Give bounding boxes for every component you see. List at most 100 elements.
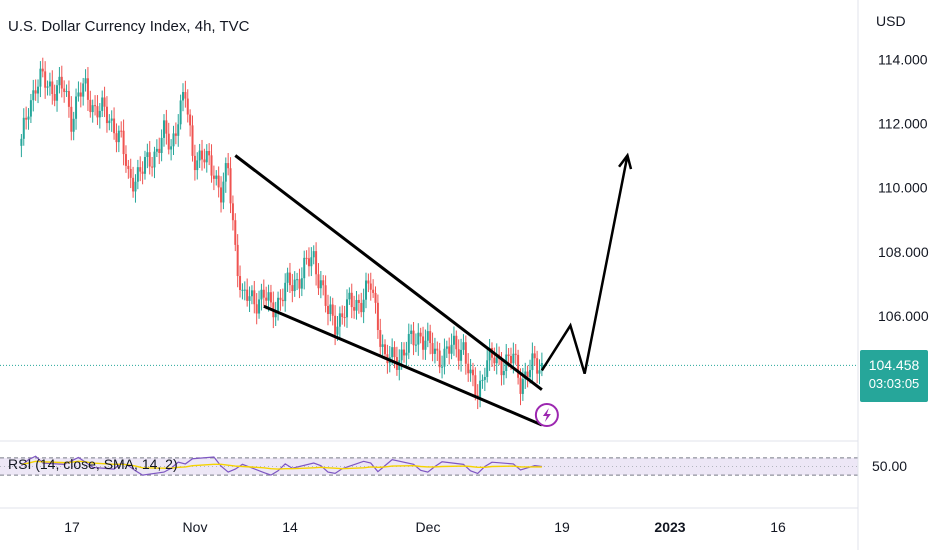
candle-body xyxy=(474,375,477,396)
alert-icon[interactable] xyxy=(534,403,559,427)
candle-body xyxy=(345,299,348,318)
candle-body xyxy=(184,92,187,99)
candle-body xyxy=(531,353,534,371)
candle-body xyxy=(191,125,194,156)
candle-body xyxy=(376,302,379,331)
price-tick-label: 114.000 xyxy=(878,51,928,67)
time-tick-label: Nov xyxy=(183,519,208,535)
candle-body xyxy=(329,304,332,315)
candle-body xyxy=(412,330,415,346)
candle-body xyxy=(217,175,220,188)
candle-body xyxy=(495,354,498,364)
candle-body xyxy=(160,137,163,154)
candle-body xyxy=(186,98,189,115)
candle-body xyxy=(70,106,73,132)
candle-body xyxy=(372,289,375,293)
projection-arrow xyxy=(540,152,633,375)
candle-body xyxy=(462,342,465,350)
candle-body xyxy=(526,371,529,378)
candle-body xyxy=(322,280,325,286)
candle-body xyxy=(208,151,211,156)
candle-body xyxy=(319,280,322,289)
candle-body xyxy=(120,130,123,132)
candle-body xyxy=(103,97,106,107)
candle-body xyxy=(281,299,284,302)
candle-body xyxy=(512,353,515,364)
candle-body xyxy=(250,290,253,297)
candle-body xyxy=(369,283,372,290)
candle-body xyxy=(422,336,425,350)
candle-body xyxy=(48,81,51,87)
falling-wedge-upper-line xyxy=(234,154,543,391)
candle-body xyxy=(429,331,432,344)
candle-body xyxy=(79,92,82,97)
candle-body xyxy=(533,353,536,359)
currency-label: USD xyxy=(876,13,906,29)
candle-body xyxy=(227,163,230,169)
candle-body xyxy=(143,157,146,174)
candle-body xyxy=(433,348,436,354)
time-tick-label: 14 xyxy=(282,519,298,535)
candle-body xyxy=(53,94,56,101)
current-price-badge: 104.458 03:03:05 xyxy=(860,350,928,402)
candle-body xyxy=(269,292,272,303)
candle-body xyxy=(34,90,37,94)
candle-body xyxy=(348,292,351,300)
candle-body xyxy=(72,118,75,132)
candle-body xyxy=(37,86,40,94)
candle-body xyxy=(94,105,97,107)
candle-body xyxy=(224,163,227,182)
candle-body xyxy=(82,83,85,97)
candle-body xyxy=(67,91,70,107)
candle-body xyxy=(110,118,113,121)
candle-body xyxy=(253,290,256,305)
candle-body xyxy=(162,120,165,138)
candle-body xyxy=(455,335,458,350)
candle-body xyxy=(193,155,196,171)
candle-body xyxy=(279,297,282,300)
candle-body xyxy=(77,92,80,97)
candle-body xyxy=(127,165,130,169)
candle-body xyxy=(519,377,522,394)
axes: 17 Nov 14 Dec 19 2023 16 xyxy=(0,0,859,550)
candle-body xyxy=(307,258,310,267)
candle-body xyxy=(486,360,489,377)
candle-body xyxy=(445,346,448,349)
candle-body xyxy=(315,251,318,275)
candle-body xyxy=(108,120,111,124)
price-tick-label: 106.000 xyxy=(878,308,929,324)
candle-body xyxy=(303,257,306,279)
candle-body xyxy=(379,330,382,347)
rsi-level-label: 50.00 xyxy=(872,458,908,474)
candle-body xyxy=(338,313,341,327)
candle-body xyxy=(540,362,543,371)
time-tick-label: 19 xyxy=(554,519,570,535)
candle-body xyxy=(136,167,139,182)
candle-body xyxy=(25,117,28,120)
candle-body xyxy=(241,289,244,291)
candle-body xyxy=(405,352,408,356)
candle-body xyxy=(177,124,180,136)
candle-body xyxy=(167,133,170,150)
candle-body xyxy=(39,68,42,87)
candle-body xyxy=(220,187,223,203)
candle-body xyxy=(500,359,503,376)
candle-body xyxy=(277,297,280,313)
candle-body xyxy=(141,171,144,174)
candle-body xyxy=(60,76,63,89)
candle-body xyxy=(170,146,173,150)
candle-body xyxy=(514,353,517,355)
rsi-sma-line xyxy=(21,460,542,470)
time-tick-label: 16 xyxy=(770,519,786,535)
price-tick-label: 110.000 xyxy=(878,180,928,196)
candle-body xyxy=(286,272,289,283)
candle-body xyxy=(341,313,344,317)
candle-body xyxy=(374,292,377,303)
candle-body xyxy=(488,347,491,361)
rsi-indicator-label[interactable]: RSI (14, close, SMA, 14, 2) xyxy=(8,456,178,472)
candle-body xyxy=(56,85,59,101)
candle-body xyxy=(469,369,472,374)
candle-body xyxy=(317,274,320,289)
candle-body xyxy=(165,120,168,134)
candle-body xyxy=(44,71,47,88)
